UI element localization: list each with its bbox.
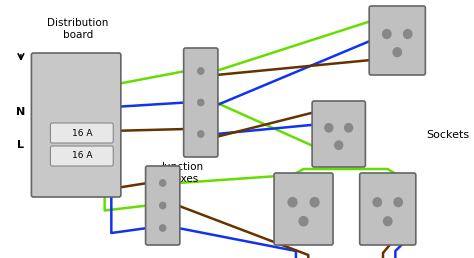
FancyBboxPatch shape [360,173,416,245]
Text: N: N [16,107,26,117]
Circle shape [288,198,297,207]
Circle shape [198,99,204,106]
FancyBboxPatch shape [50,146,113,166]
Circle shape [310,198,319,207]
Circle shape [373,198,382,207]
Text: 16 A: 16 A [72,128,92,138]
Circle shape [394,198,402,207]
Circle shape [198,131,204,137]
FancyBboxPatch shape [31,53,121,197]
Circle shape [160,180,166,186]
Circle shape [299,217,308,226]
Text: Sockets: Sockets [426,130,469,140]
Circle shape [383,30,391,38]
Text: Distribution
board: Distribution board [47,18,109,39]
Circle shape [393,48,401,57]
Circle shape [325,124,333,132]
Text: Junction
boxes: Junction boxes [162,162,204,184]
Circle shape [335,141,343,149]
FancyBboxPatch shape [274,173,333,245]
FancyBboxPatch shape [369,6,425,75]
FancyBboxPatch shape [50,123,113,143]
Circle shape [160,202,166,209]
FancyBboxPatch shape [183,48,218,157]
FancyBboxPatch shape [312,101,365,167]
Text: 16 A: 16 A [72,151,92,160]
Circle shape [383,217,392,226]
Circle shape [345,124,353,132]
Circle shape [198,68,204,74]
Text: L: L [18,140,25,150]
Circle shape [160,225,166,231]
Circle shape [403,30,412,38]
FancyBboxPatch shape [146,166,180,245]
